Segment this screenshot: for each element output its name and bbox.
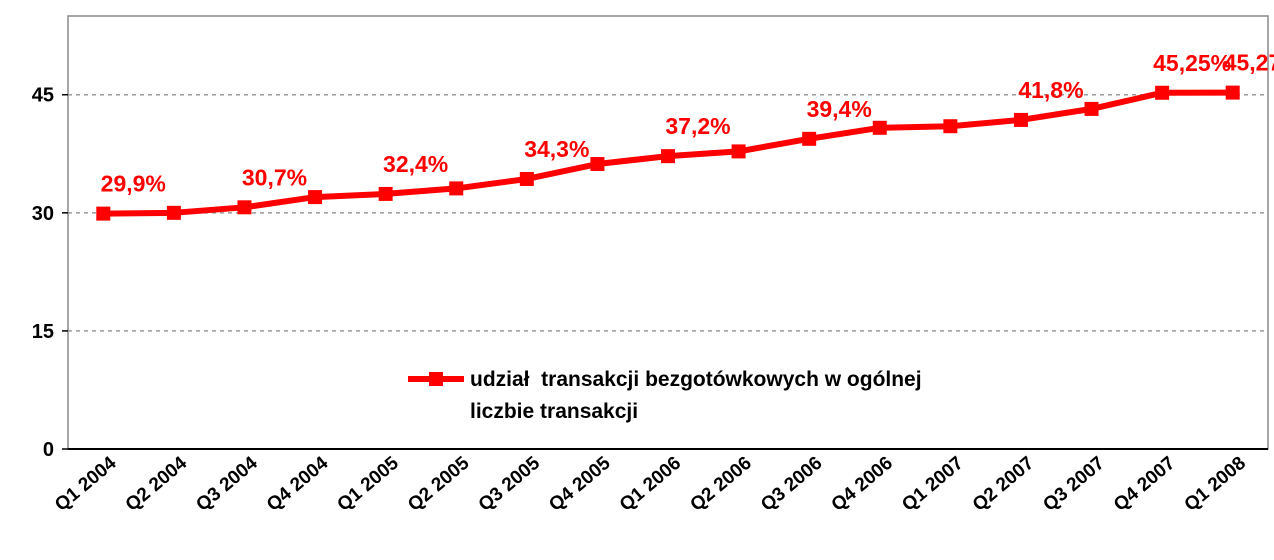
x-tick-label: Q3 2007 bbox=[1039, 453, 1108, 516]
x-tick-label: Q4 2005 bbox=[545, 452, 615, 515]
point-marker bbox=[519, 171, 534, 186]
point-marker bbox=[449, 181, 464, 196]
x-tick-label: Q2 2004 bbox=[122, 452, 192, 515]
point-marker bbox=[1084, 101, 1099, 116]
y-tick-label: 0 bbox=[43, 439, 54, 461]
point-marker bbox=[308, 190, 323, 205]
data-label: 29,9% bbox=[101, 171, 166, 197]
data-label: 32,4% bbox=[383, 151, 448, 177]
x-tick-label: Q1 2004 bbox=[51, 452, 121, 515]
x-tick-label: Q1 2006 bbox=[616, 453, 685, 516]
legend-label: udział transakcji bezgotówkowych w ogóln… bbox=[470, 368, 928, 423]
x-tick-label: Q1 2008 bbox=[1181, 453, 1250, 516]
x-tick-label: Q2 2006 bbox=[686, 453, 755, 516]
x-tick-label: Q4 2007 bbox=[1110, 453, 1179, 516]
data-label: 41,8% bbox=[1018, 77, 1083, 103]
y-tick-label: 30 bbox=[32, 203, 54, 225]
point-marker bbox=[943, 119, 958, 134]
point-marker bbox=[1013, 112, 1028, 127]
data-label: 45,27% bbox=[1224, 50, 1274, 76]
point-marker bbox=[1155, 85, 1170, 100]
y-tick-label: 45 bbox=[32, 85, 54, 107]
point-marker bbox=[166, 205, 181, 220]
x-tick-label: Q3 2004 bbox=[192, 452, 262, 515]
data-label: 39,4% bbox=[807, 96, 872, 122]
legend-marker bbox=[429, 372, 443, 386]
x-tick-label: Q4 2006 bbox=[828, 453, 897, 516]
point-marker bbox=[237, 200, 252, 215]
x-tick-label: Q3 2006 bbox=[757, 453, 826, 516]
data-label: 45,25% bbox=[1153, 50, 1231, 76]
point-marker bbox=[872, 120, 887, 135]
x-tick-label: Q1 2007 bbox=[898, 453, 967, 516]
x-tick-label: Q2 2005 bbox=[404, 452, 474, 515]
point-marker bbox=[661, 149, 675, 164]
x-tick-label: Q2 2007 bbox=[969, 453, 1038, 516]
point-marker bbox=[378, 186, 393, 201]
y-tick-label: 15 bbox=[32, 321, 54, 343]
x-tick-label: Q3 2005 bbox=[475, 452, 545, 515]
x-tick-label: Q1 2005 bbox=[334, 452, 404, 515]
data-label: 37,2% bbox=[665, 113, 730, 139]
data-label: 30,7% bbox=[242, 164, 307, 190]
point-marker bbox=[1225, 85, 1240, 100]
point-marker bbox=[96, 206, 111, 221]
point-marker bbox=[590, 157, 605, 172]
point-marker bbox=[802, 131, 817, 146]
point-marker bbox=[731, 144, 746, 159]
x-tick-label: Q4 2004 bbox=[263, 452, 333, 515]
data-label: 34,3% bbox=[524, 136, 589, 162]
